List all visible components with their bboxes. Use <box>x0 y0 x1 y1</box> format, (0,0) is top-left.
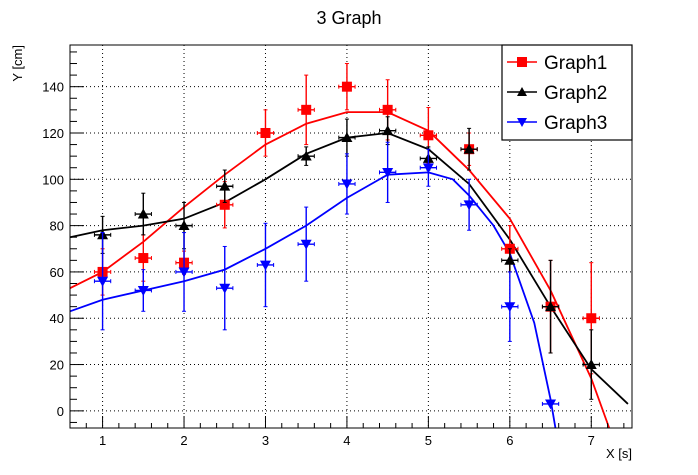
data-point-graph1 <box>256 109 275 157</box>
data-point-graph3 <box>297 206 315 282</box>
marker <box>504 254 516 265</box>
data-point-graph1 <box>338 63 356 111</box>
fit-curve-graph1 <box>69 111 611 429</box>
y-axis-label: Y [cm] <box>10 45 25 82</box>
x-tick-label: 1 <box>99 433 106 448</box>
data-point-graph2 <box>541 259 560 354</box>
legend-label: Graph1 <box>544 53 607 74</box>
y-tick-label: 120 <box>42 126 64 141</box>
data-point-graph3 <box>419 148 438 187</box>
data-point-graph2 <box>582 329 600 400</box>
x-tick-label: 3 <box>262 433 269 448</box>
y-tick-label: 0 <box>57 404 64 419</box>
legend-label: Graph3 <box>544 113 607 134</box>
y-tick-label: 20 <box>50 358 64 373</box>
data-point-graph2 <box>297 146 315 166</box>
axes: 1 2 3 4 5 6 7 0 20 40 60 80 100 120 140 <box>42 51 625 448</box>
legend-marker <box>517 57 527 67</box>
data-point-graph3 <box>460 178 478 231</box>
data-point-graph3 <box>338 153 356 215</box>
marker <box>463 143 475 154</box>
marker <box>138 253 149 264</box>
y-tick-label: 40 <box>50 311 64 326</box>
marker <box>178 220 190 231</box>
marker <box>585 359 597 369</box>
x-tick-label: 6 <box>506 433 513 448</box>
marker <box>137 208 149 219</box>
y-tick-label: 60 <box>50 265 64 280</box>
data-point-graph3 <box>175 232 193 312</box>
legend-item-graph1: Graph1 <box>507 53 607 74</box>
marker <box>259 260 271 271</box>
legend-marker <box>517 87 527 96</box>
marker <box>301 104 312 115</box>
marker <box>586 313 597 324</box>
marker <box>260 127 271 138</box>
marker <box>219 180 231 191</box>
data-point-graph3 <box>93 232 112 331</box>
data-point-graph3 <box>541 399 560 410</box>
data-point-graph1 <box>297 74 315 146</box>
data-point-graph3 <box>501 271 519 342</box>
marker <box>341 179 353 190</box>
marker <box>382 125 394 136</box>
marker <box>423 130 434 141</box>
marker <box>178 267 190 278</box>
legend-label: Graph2 <box>544 83 607 104</box>
marker <box>341 132 353 143</box>
data-point-graph2 <box>379 116 397 146</box>
data-point-graph3 <box>379 141 397 203</box>
marker <box>382 167 394 178</box>
y-tick-label: 100 <box>42 172 64 187</box>
marker <box>422 163 434 174</box>
marker <box>219 199 230 210</box>
legend: Graph1 Graph2 Graph3 <box>501 44 633 141</box>
data-point-graph3 <box>134 269 152 312</box>
marker <box>137 286 149 296</box>
data-point-graph2 <box>460 127 478 171</box>
data-point-graph3 <box>216 245 234 331</box>
fit-curves <box>69 111 629 429</box>
marker <box>300 239 312 250</box>
legend-item-graph3: Graph3 <box>507 113 607 134</box>
marker <box>382 104 393 115</box>
legend-item-graph2: Graph2 <box>507 83 607 104</box>
data-point-graph2 <box>501 248 519 273</box>
data-points <box>93 63 600 410</box>
y-tick-label: 80 <box>50 219 64 234</box>
chart-title: 3 Graph <box>316 8 381 28</box>
marker <box>463 200 475 211</box>
x-tick-label: 5 <box>425 433 432 448</box>
data-point-graph2 <box>134 192 152 236</box>
data-point-graph3 <box>256 222 275 308</box>
marker <box>545 301 557 312</box>
marker <box>300 150 312 161</box>
marker <box>504 302 516 313</box>
y-tick-label: 140 <box>42 80 64 95</box>
marker <box>97 276 109 287</box>
x-tick-label: 2 <box>180 433 187 448</box>
x-tick-label: 7 <box>588 433 595 448</box>
marker <box>341 81 352 92</box>
marker <box>545 399 557 410</box>
legend-marker <box>517 118 527 127</box>
x-tick-label: 4 <box>343 433 350 448</box>
fit-curve-graph2 <box>69 132 629 405</box>
marker <box>219 283 231 294</box>
data-point-graph2 <box>216 169 234 203</box>
plot-frame <box>69 44 633 429</box>
x-axis-label: X [s] <box>606 446 632 461</box>
data-point-graph2 <box>338 118 356 157</box>
